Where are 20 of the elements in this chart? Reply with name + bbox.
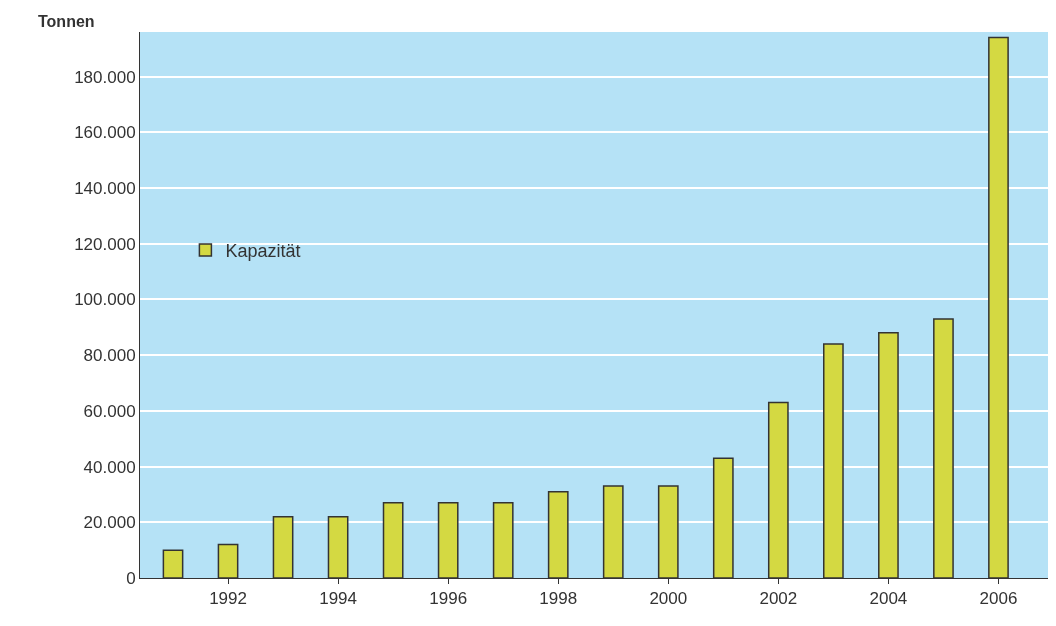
x-tick-label: 1994 xyxy=(319,589,358,609)
x-tick-label: 1992 xyxy=(209,589,247,609)
y-tick-label: 140.000 xyxy=(74,178,136,198)
x-tick-label: 2006 xyxy=(979,589,1018,609)
x-tick-label: 2000 xyxy=(649,589,688,609)
y-tick-label: 160.000 xyxy=(74,123,136,143)
y-axis-title: Tonnen xyxy=(38,13,95,30)
y-tick-label: 40.000 xyxy=(83,457,136,477)
x-tick-label: 1998 xyxy=(539,589,578,609)
x-tick-label: 2004 xyxy=(869,589,908,609)
x-tick-label: 1996 xyxy=(429,589,468,609)
y-tick-label: 120.000 xyxy=(74,234,136,254)
y-tick-label: 180.000 xyxy=(74,67,136,87)
y-tick-label: 0 xyxy=(126,568,136,588)
y-tick-label: 20.000 xyxy=(83,513,136,533)
x-tick-label: 2002 xyxy=(759,589,798,609)
y-tick-label: 80.000 xyxy=(83,346,136,366)
y-tick-label: 60.000 xyxy=(83,401,136,421)
legend-label: Kapazität xyxy=(225,241,301,262)
y-tick-label: 100.000 xyxy=(74,290,136,310)
